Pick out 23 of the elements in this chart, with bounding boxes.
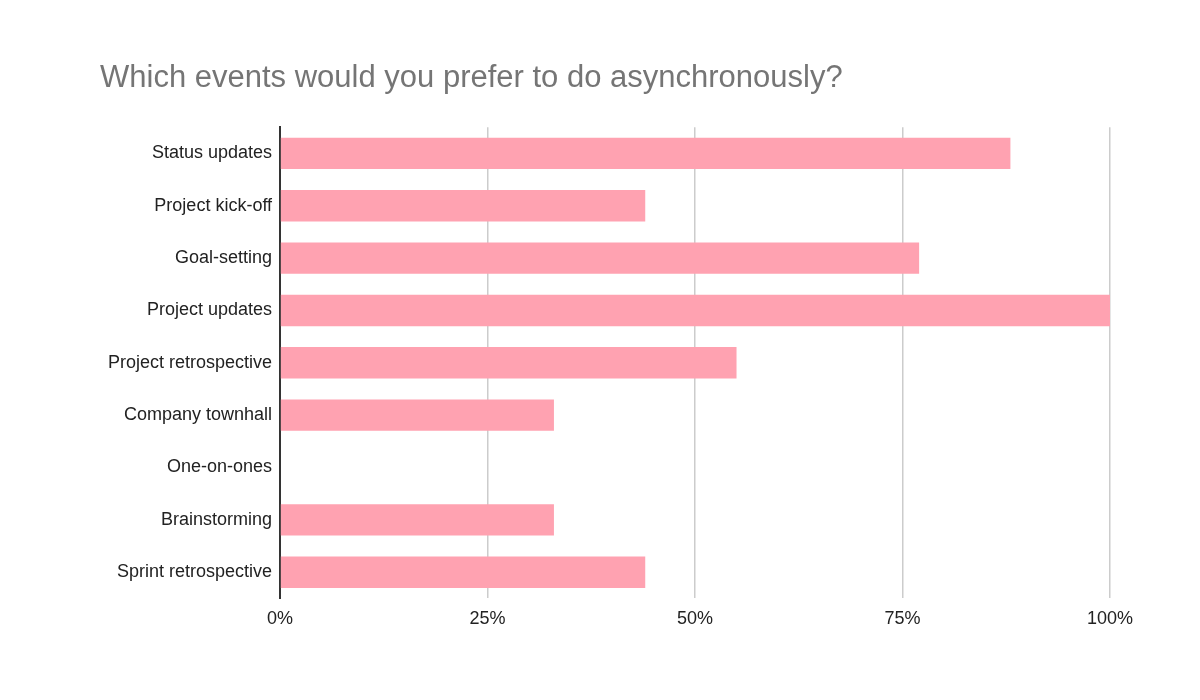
bar — [280, 137, 1011, 170]
y-tick-label: Brainstorming — [161, 508, 273, 529]
y-tick-label: Sprint retrospective — [116, 561, 273, 582]
bar — [280, 242, 920, 274]
x-tick-label: 100% — [1086, 608, 1134, 629]
x-tick-label: 50% — [677, 608, 714, 629]
bar — [280, 399, 554, 431]
bar — [280, 294, 1110, 327]
y-tick-label: One-on-ones — [166, 456, 273, 477]
y-tick-label: Status updates — [151, 142, 273, 163]
x-tick-label: 25% — [469, 608, 506, 629]
bar — [280, 190, 646, 222]
x-tick-label: 0% — [267, 608, 294, 629]
y-tick-label: Project kick-off — [154, 194, 274, 215]
y-tick-label: Project updates — [146, 299, 273, 320]
y-tick-label: Goal-setting — [175, 247, 273, 268]
chart-title: Which events would you prefer to do asynchronously? — [100, 59, 843, 95]
y-tick-label: Project retrospective — [107, 351, 273, 372]
bar — [280, 504, 554, 536]
x-tick-label: 75% — [884, 608, 921, 629]
y-tick-label: Company townhall — [123, 404, 273, 425]
bar — [280, 556, 646, 588]
bar — [280, 347, 737, 379]
